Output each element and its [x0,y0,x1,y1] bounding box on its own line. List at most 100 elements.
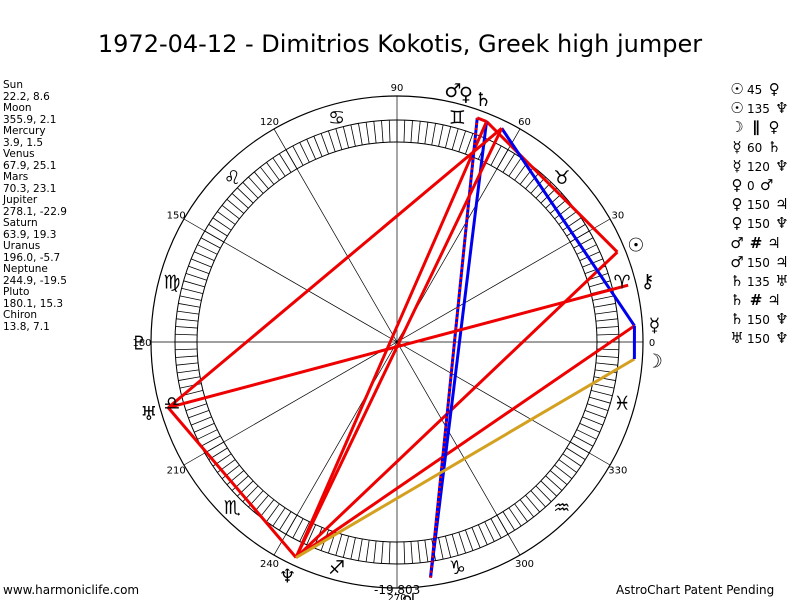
degree-tick [328,130,336,152]
degree-tick [177,369,200,374]
degree-tick [226,470,245,486]
aspect-angle: 45 [747,83,763,97]
planet-venus-icon: ♀ [459,83,473,105]
footer-patent-note: AstroChart Patent Pending [616,583,775,597]
degree-tick [458,532,466,554]
degree-tick [444,126,452,149]
aspect-symbol: # [749,233,763,252]
aspect-planet-icon: ♃ [775,195,789,214]
degree-tick [540,480,557,497]
aspect-angle: 150 [747,217,770,232]
position-name: Venus [3,148,35,160]
zodiac-gemini-icon: ♊ [449,107,466,129]
degree-tick [573,435,594,447]
aspect-row: ♂ # ♃ [727,234,791,253]
degree-tick [388,541,391,564]
aspect-angle: 150 [747,332,770,347]
degree-tick [584,410,606,419]
degree-tick [535,485,552,502]
degree-tick [566,224,586,237]
degree-tick [358,123,363,146]
aspect-planet-icon: ☿ [732,137,742,156]
aspect-symbol: ∥ [752,118,760,137]
degree-tick [549,198,568,214]
degree-tick [451,534,459,556]
degree-tick [231,193,249,209]
degree-tick [194,422,215,433]
footer-value: -19,803 [374,583,421,597]
degree-tick [444,535,452,558]
degree-tick [438,537,444,560]
degree-tick [589,396,611,404]
degree-tick [410,120,413,143]
degree-tick [242,182,259,199]
degree-tick [178,376,201,381]
degree-tick [381,120,384,143]
aspect-planet-icon: ♆ [775,310,789,329]
chart-title: 1972-04-12 - Dimitrios Kokotis, Greek hi… [97,30,703,58]
degree-tick [388,120,391,143]
aspect-planet-icon: ♆ [775,214,789,233]
degree-tick [465,529,474,551]
degree-tick [573,237,594,249]
degree-tick [381,541,384,564]
aspect-line [429,121,489,578]
position-values: 67.9, 25.1 [3,159,57,172]
position-name: Saturn [3,217,38,229]
degree-tick [525,494,541,513]
position-name: Neptune [3,263,48,275]
degree-tick [306,524,317,545]
position-name: Moon [3,102,32,114]
position-name: Sun [3,79,23,91]
degree-tick [176,362,199,366]
aspect-row: ☿ 120 ♆ [727,157,791,176]
degree-tick [279,153,292,173]
degree-tick [200,435,221,447]
planet-moon-icon: ☽ [646,350,663,372]
degree-tick [519,499,534,518]
aspect-planet-icon: ♂ [759,175,774,194]
degree-tick [424,122,429,145]
zodiac-cancer-icon: ♋ [328,107,345,129]
aspect-line [167,127,503,409]
degree-tick [596,333,619,336]
degree-label: 270 [387,593,406,600]
zodiac-virgo-icon: ♍ [163,272,180,294]
degree-tick [197,429,218,440]
aspect-row: ☉ 45 ♀ [727,80,791,99]
aspect-row: ♅ 150 ♆ [727,329,791,348]
aspect-line [500,127,636,327]
aspect-lines [167,116,636,578]
zodiac-aquarius-icon: ♒ [553,497,570,519]
degree-tick [266,162,280,181]
degree-tick [424,539,429,562]
degree-tick [188,265,210,274]
aspect-angle: 60 [747,140,763,155]
degree-tick [508,507,522,527]
degree-tick [593,376,616,381]
degree-tick [508,157,522,177]
aspect-planet-icon: ♀ [731,214,743,233]
aspect-planet-icon: ♃ [767,233,781,252]
degree-tick [576,429,597,440]
aspect-line [429,117,479,578]
degree-tick [299,142,310,163]
degree-label: 240 [260,559,279,570]
degree-tick [373,540,377,563]
aspect-planet-icon: ♆ [775,329,789,348]
degree-tick [582,416,603,426]
degree-tick [188,410,210,419]
degree-tick [260,499,275,518]
degree-tick [458,130,466,152]
aspect-row: ♄ 150 ♆ [727,310,791,329]
degree-tick [590,389,613,397]
degree-tick [589,280,611,288]
degree-tick [410,541,413,564]
degree-tick [595,318,618,322]
aspect-row: ♂ 150 ♃ [727,253,791,272]
zodiac-taurus-icon: ♉ [553,167,570,189]
degree-tick [365,122,370,145]
spoke-line [183,218,611,466]
aspect-row: ☽ ∥ ♀ [727,118,791,137]
degree-label: 120 [260,117,279,128]
